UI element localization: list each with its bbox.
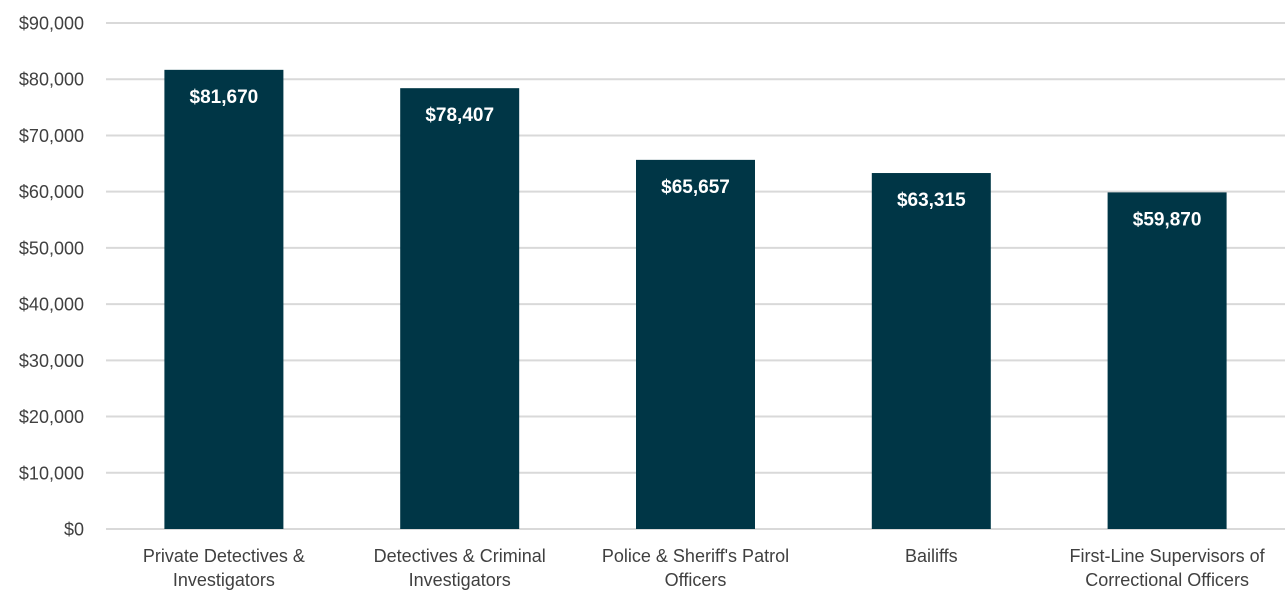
x-tick-label: Detectives & Criminal Investigators	[374, 546, 546, 590]
x-tick-label: First-Line Supervisors of Correctional Of…	[1070, 546, 1266, 590]
x-tick-label: Bailiffs	[905, 546, 958, 566]
data-label: $63,315	[897, 190, 966, 211]
y-tick-label: $60,000	[19, 182, 84, 202]
x-tick-label: Private Detectives & Investigators	[143, 546, 305, 590]
y-axis-ticks: $0 $10,000 $20,000 $30,000 $40,000 $50,000 $60…	[19, 14, 84, 540]
bar	[871, 173, 991, 530]
y-tick-label: $90,000	[19, 14, 84, 34]
x-axis-ticks: Private Detectives & InvestigatorsDetecti…	[143, 546, 1266, 590]
y-tick-label: $20,000	[19, 407, 84, 427]
y-tick-label: $30,000	[19, 351, 84, 371]
x-tick-label-line: First-Line Supervisors of	[1070, 546, 1266, 566]
bar	[164, 69, 284, 529]
x-tick-label-line: Correctional Officers	[1085, 570, 1249, 590]
y-tick-label: $50,000	[19, 238, 84, 258]
x-tick-label-line: Officers	[665, 570, 727, 590]
data-label: $59,870	[1133, 209, 1202, 230]
bar	[400, 88, 520, 530]
x-tick-label-line: Investigators	[173, 570, 275, 590]
y-tick-label: $70,000	[19, 126, 84, 146]
x-tick-label: Police & Sheriff's Patrol Officers	[602, 546, 789, 590]
bar	[1107, 192, 1227, 529]
x-tick-label-line: Detectives & Criminal	[374, 546, 546, 566]
y-tick-label: $80,000	[19, 70, 84, 90]
bars	[164, 69, 1227, 530]
data-label: $65,657	[661, 177, 730, 198]
data-label: $81,670	[190, 87, 259, 108]
data-labels: $81,670 $78,407 $65,657 $63,315 $59,870	[190, 87, 1202, 231]
data-label: $78,407	[425, 105, 494, 126]
x-tick-label-line: Police & Sheriff's Patrol	[602, 546, 789, 566]
x-tick-label-line: Bailiffs	[905, 546, 958, 566]
x-tick-label-line: Investigators	[409, 570, 511, 590]
x-tick-label-line: Private Detectives &	[143, 546, 305, 566]
y-tick-label: $40,000	[19, 295, 84, 315]
bar	[636, 159, 755, 529]
y-tick-label: $0	[64, 520, 84, 540]
y-tick-label: $10,000	[19, 463, 84, 483]
